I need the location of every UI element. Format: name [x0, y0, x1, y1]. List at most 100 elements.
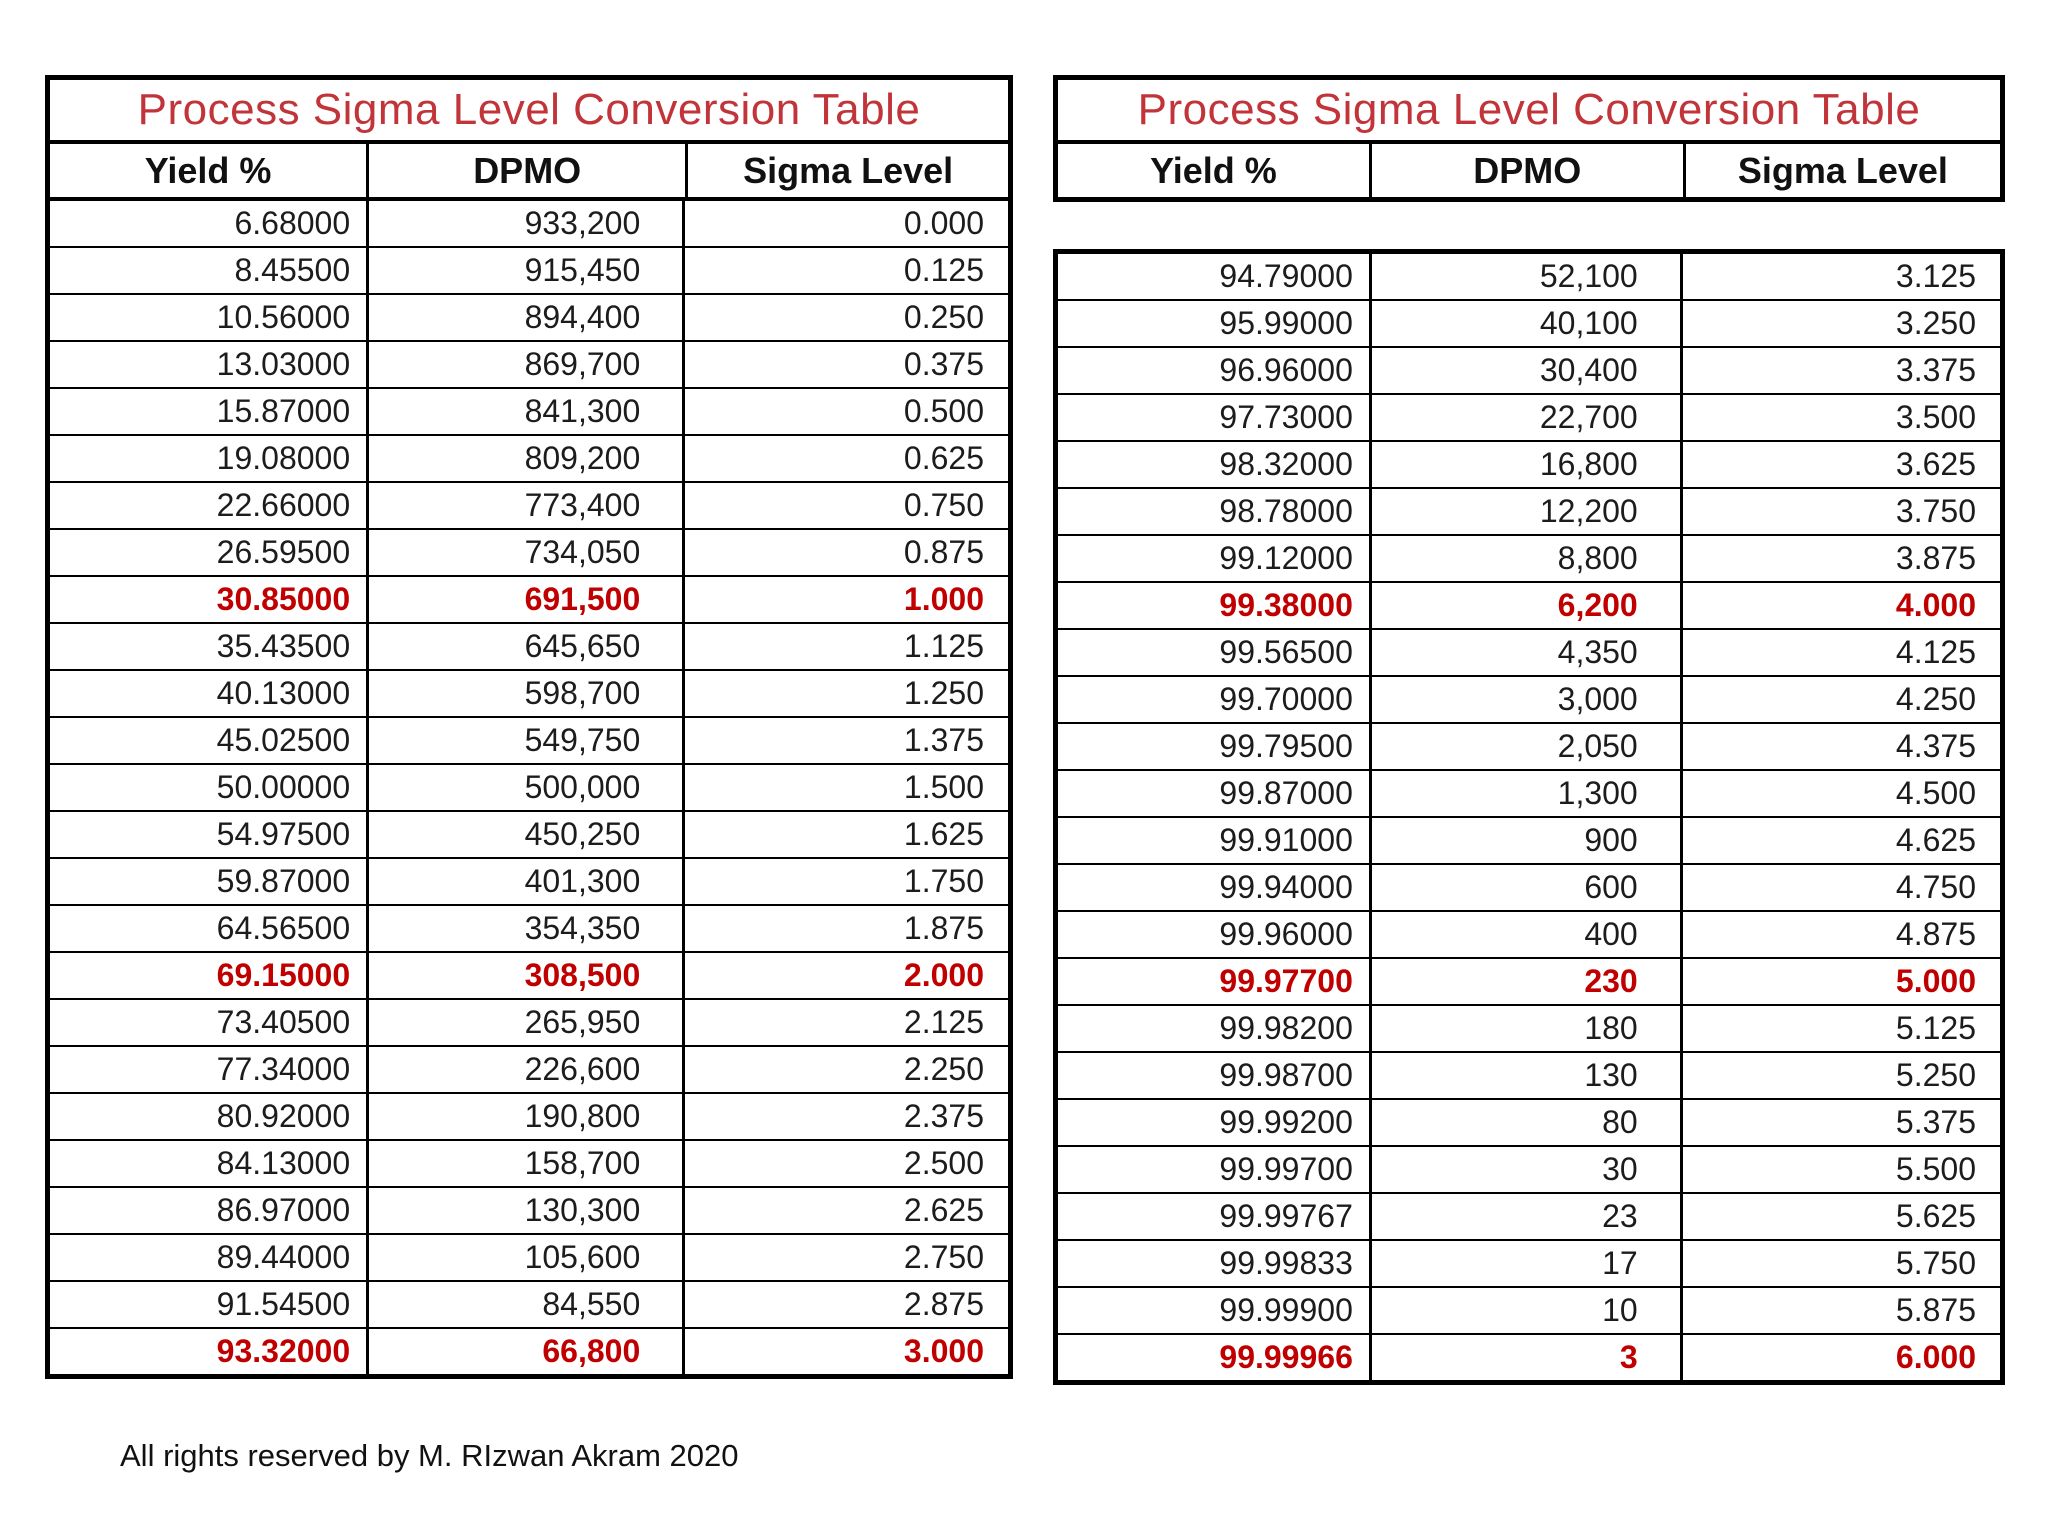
dpmo-cell: 691,500 — [366, 577, 682, 622]
dpmo-cell: 180 — [1368, 1006, 1680, 1051]
yield-cell: 86.97000 — [216, 1192, 351, 1228]
dpmo-cell: 4,350 — [1368, 630, 1680, 675]
table-row: 19.08000 809,200 0.625 — [50, 434, 1008, 481]
yield-cell: 26.59500 — [216, 534, 351, 570]
table-row: 91.54500 84,550 2.875 — [50, 1280, 1008, 1327]
sigma-level-cell: 3.500 — [1679, 395, 2000, 440]
yield-cell: 99.99833 — [1219, 1245, 1353, 1281]
table-row: 99.98200 180 5.125 — [1058, 1004, 2000, 1051]
dpmo-cell: 3,000 — [1368, 677, 1680, 722]
table-row: 22.66000 773,400 0.750 — [50, 481, 1008, 528]
column-header-sigma-level: Sigma Level — [1682, 144, 2000, 197]
dpmo-cell: 1,300 — [1368, 771, 1680, 816]
dpmo-cell: 354,350 — [366, 906, 682, 951]
table-title: Process Sigma Level Conversion Table — [50, 80, 1008, 144]
yield-cell: 94.79000 — [1219, 258, 1353, 294]
yield-cell: 99.12000 — [1219, 540, 1353, 576]
table-row: 59.87000 401,300 1.750 — [50, 857, 1008, 904]
table-row: 99.38000 6,200 4.000 — [1058, 581, 2000, 628]
dpmo-cell: 230 — [1368, 959, 1680, 1004]
table-row: 73.40500 265,950 2.125 — [50, 998, 1008, 1045]
yield-cell: 99.99200 — [1219, 1104, 1353, 1140]
table-row: 99.99966 3 6.000 — [1058, 1333, 2000, 1380]
yield-cell: 73.40500 — [216, 1004, 351, 1040]
sigma-level-cell: 0.000 — [682, 201, 1008, 246]
sigma-level-cell: 4.000 — [1679, 583, 2000, 628]
table-row: 99.94000 600 4.750 — [1058, 863, 2000, 910]
sigma-level-cell: 3.625 — [1679, 442, 2000, 487]
yield-cell: 13.03000 — [216, 346, 351, 382]
dpmo-cell: 841,300 — [366, 389, 682, 434]
table-row: 98.32000 16,800 3.625 — [1058, 440, 2000, 487]
yield-cell: 15.87000 — [216, 393, 351, 429]
sigma-level-cell: 1.875 — [682, 906, 1008, 951]
yield-cell: 99.87000 — [1219, 775, 1353, 811]
dpmo-cell: 933,200 — [366, 201, 682, 246]
sigma-level-cell: 3.875 — [1679, 536, 2000, 581]
yield-cell: 98.32000 — [1219, 446, 1353, 482]
column-header-yield: Yield % — [144, 150, 272, 191]
yield-cell: 10.56000 — [216, 299, 351, 335]
sigma-level-cell: 1.500 — [682, 765, 1008, 810]
yield-cell: 93.32000 — [216, 1333, 351, 1369]
sigma-level-cell: 3.125 — [1679, 254, 2000, 299]
yield-cell: 89.44000 — [216, 1239, 351, 1275]
dpmo-cell: 600 — [1368, 865, 1680, 910]
yield-cell: 99.96000 — [1219, 916, 1353, 952]
dpmo-cell: 3 — [1368, 1335, 1680, 1380]
table-row: 99.79500 2,050 4.375 — [1058, 722, 2000, 769]
sigma-level-cell: 3.000 — [682, 1329, 1008, 1374]
column-header-sigma-level: Sigma Level — [685, 144, 1008, 197]
sigma-level-cell: 1.250 — [682, 671, 1008, 716]
dpmo-cell: 105,600 — [366, 1235, 682, 1280]
sigma-level-cell: 4.250 — [1679, 677, 2000, 722]
sigma-level-cell: 1.000 — [682, 577, 1008, 622]
yield-cell: 99.98700 — [1219, 1057, 1353, 1093]
table-header-box: Process Sigma Level Conversion Table Yie… — [45, 75, 1013, 201]
sigma-level-cell: 5.000 — [1679, 959, 2000, 1004]
yield-cell: 96.96000 — [1219, 352, 1353, 388]
yield-cell: 54.97500 — [216, 816, 351, 852]
dpmo-cell: 598,700 — [366, 671, 682, 716]
table-row: 96.96000 30,400 3.375 — [1058, 346, 2000, 393]
table-row: 84.13000 158,700 2.500 — [50, 1139, 1008, 1186]
table-row: 64.56500 354,350 1.875 — [50, 904, 1008, 951]
sigma-level-cell: 0.625 — [682, 436, 1008, 481]
sigma-level-cell: 5.875 — [1679, 1288, 2000, 1333]
dpmo-cell: 734,050 — [366, 530, 682, 575]
dpmo-cell: 869,700 — [366, 342, 682, 387]
dpmo-cell: 16,800 — [1368, 442, 1680, 487]
sigma-level-cell: 0.500 — [682, 389, 1008, 434]
yield-cell: 30.85000 — [216, 581, 351, 617]
header-data-gap — [1053, 202, 2005, 249]
table-row: 99.99767 23 5.625 — [1058, 1192, 2000, 1239]
sigma-conversion-table-right: Process Sigma Level Conversion Table Yie… — [1053, 75, 2005, 1385]
table-row: 99.91000 900 4.625 — [1058, 816, 2000, 863]
sigma-level-cell: 0.250 — [682, 295, 1008, 340]
table-data-box: 6.68000 933,200 0.000 8.45500 915,450 0.… — [45, 201, 1013, 1379]
yield-cell: 80.92000 — [216, 1098, 351, 1134]
sigma-conversion-table-left: Process Sigma Level Conversion Table Yie… — [45, 75, 1013, 1379]
yield-cell: 99.99900 — [1219, 1292, 1353, 1328]
sigma-level-cell: 2.125 — [682, 1000, 1008, 1045]
dpmo-cell: 894,400 — [366, 295, 682, 340]
yield-cell: 99.70000 — [1219, 681, 1353, 717]
sigma-level-cell: 3.375 — [1679, 348, 2000, 393]
yield-cell: 99.79500 — [1219, 728, 1353, 764]
sigma-level-cell: 4.375 — [1679, 724, 2000, 769]
yield-cell: 22.66000 — [216, 487, 351, 523]
table-row: 77.34000 226,600 2.250 — [50, 1045, 1008, 1092]
table-row: 95.99000 40,100 3.250 — [1058, 299, 2000, 346]
sigma-level-cell: 2.500 — [682, 1141, 1008, 1186]
table-row: 30.85000 691,500 1.000 — [50, 575, 1008, 622]
dpmo-cell: 52,100 — [1368, 254, 1680, 299]
dpmo-cell: 450,250 — [366, 812, 682, 857]
sigma-level-cell: 4.750 — [1679, 865, 2000, 910]
sigma-level-cell: 1.750 — [682, 859, 1008, 904]
sigma-level-cell: 5.625 — [1679, 1194, 2000, 1239]
dpmo-cell: 10 — [1368, 1288, 1680, 1333]
sigma-level-cell: 0.375 — [682, 342, 1008, 387]
column-header-row: Yield % DPMO Sigma Level — [50, 144, 1008, 197]
table-row: 99.99900 10 5.875 — [1058, 1286, 2000, 1333]
